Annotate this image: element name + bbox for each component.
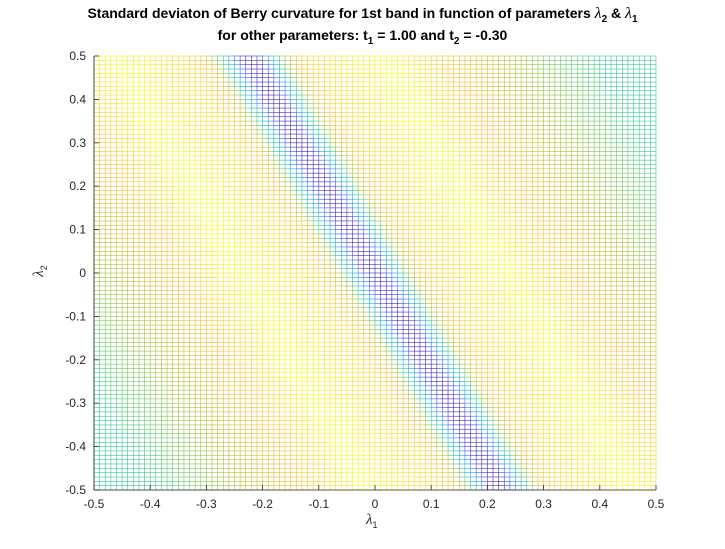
title-text: Standard deviaton of Berry curvature for… [87, 5, 594, 21]
title-subscript: 1 [368, 36, 374, 47]
title-subscript: 2 [602, 14, 608, 25]
title-lambda-symbol: λ [625, 5, 632, 22]
title-lambda-symbol: λ [595, 5, 602, 22]
title-subscript: 2 [454, 36, 460, 47]
chart-title-line-2: for other parameters: t1 = 1.00 and t2 =… [0, 27, 725, 47]
chart-title-line-1: Standard deviaton of Berry curvature for… [0, 5, 725, 25]
plot-area [93, 55, 657, 491]
title-text: = 1.00 and t [373, 27, 454, 43]
title-text: for other parameters: t [218, 27, 368, 43]
title-text: = -0.30 [459, 27, 507, 43]
title-text: & [607, 5, 625, 21]
title-subscript: 1 [632, 14, 638, 25]
